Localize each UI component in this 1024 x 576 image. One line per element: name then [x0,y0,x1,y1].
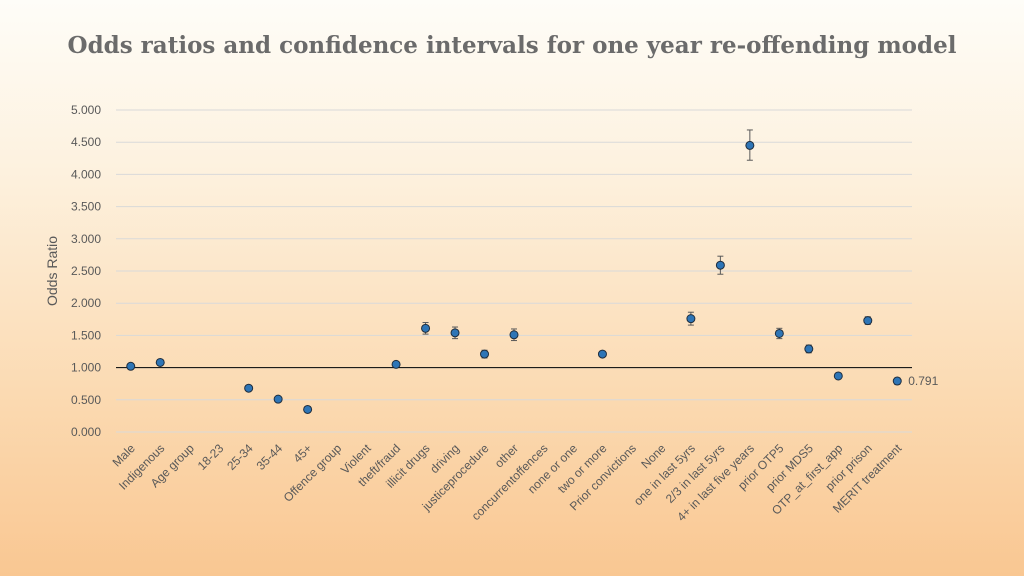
data-point [126,361,136,371]
y-tick-label: 2.000 [71,296,101,310]
chart-title: Odds ratios and confidence intervals for… [67,32,957,59]
data-point [421,323,431,333]
error-bars [157,129,901,385]
data-point [745,140,755,150]
data-point [480,349,490,359]
y-tick-label: 3.500 [71,200,101,214]
y-axis-label: Odds Ratio [44,236,60,306]
data-point [804,344,814,354]
gridlines [116,109,912,433]
y-tick-label: 0.500 [71,393,101,407]
data-point [155,357,165,367]
x-category-label: 45+ [290,441,314,465]
y-axis-ticks: 0.000 0.500 1.000 1.500 2.000 2.500 3.000 3.500… [71,103,101,439]
y-tick-label: 5.000 [71,103,101,117]
data-point [863,316,873,326]
y-tick-label: 3.000 [71,232,101,246]
data-point [892,376,902,386]
data-points [126,140,902,414]
data-point [597,349,607,359]
data-labels: 0.791 [908,374,938,388]
data-label: 0.791 [908,374,938,388]
data-point [273,394,283,404]
y-tick-label: 0.000 [71,425,101,439]
y-tick-label: 1.000 [71,361,101,375]
data-point [450,328,460,338]
data-point [774,328,784,338]
data-point [833,371,843,381]
data-point [391,359,401,369]
data-point [303,404,313,414]
x-category-label: 35-44 [254,441,286,473]
data-point [509,330,519,340]
data-point [715,260,725,270]
y-tick-label: 4.000 [71,167,101,181]
data-point [686,314,696,324]
y-tick-label: 4.500 [71,135,101,149]
y-tick-label: 2.500 [71,264,101,278]
x-category-label: 18-23 [195,441,227,473]
y-tick-label: 1.500 [71,328,101,342]
x-category-label: 25-34 [224,441,256,473]
data-point [244,383,254,393]
